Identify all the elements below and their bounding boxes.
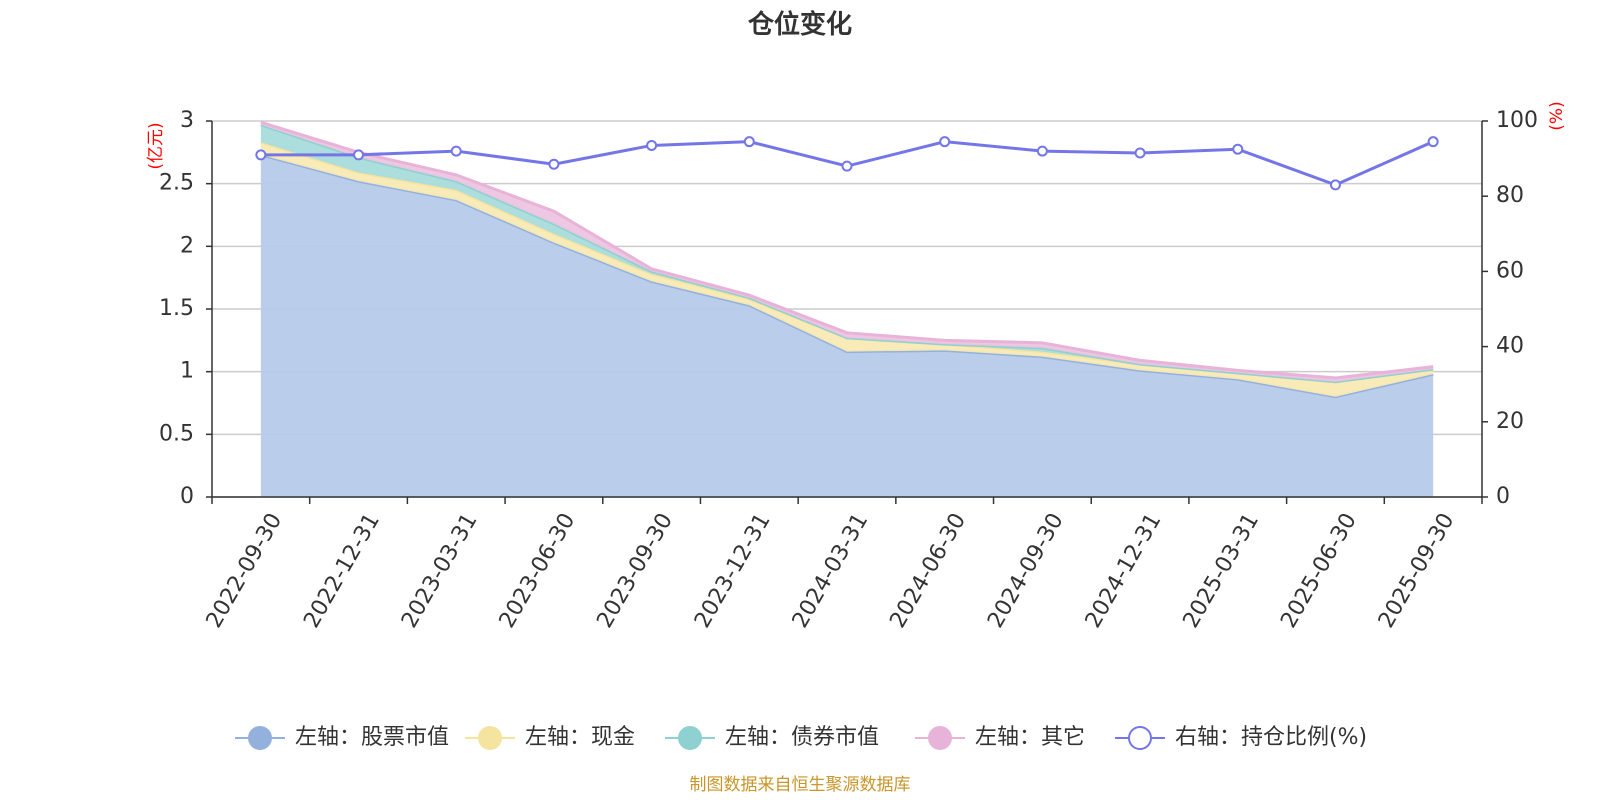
legend-item: 右轴：持仓比例(%) — [1115, 725, 1367, 750]
area-series-0 — [260, 154, 1434, 497]
ratio-point — [1329, 179, 1341, 191]
left-tick-label: 2.5 — [159, 171, 194, 196]
x-tick-label: 2022-09-30 — [202, 509, 288, 632]
legend-item: 左轴：债券市值 — [665, 725, 879, 750]
legend: 左轴：股票市值 左轴：现金 左轴：债券市值 左轴：其它 右轴：持仓比例(%) — [235, 725, 1367, 750]
legend-label: 右轴：持仓比例(%) — [1175, 725, 1367, 750]
ratio-point — [1427, 136, 1439, 148]
position-ratio-line — [255, 136, 1439, 191]
legend-circle-marker — [248, 726, 272, 750]
legend-label: 左轴：股票市值 — [295, 725, 449, 750]
x-tick-label: 2025-03-31 — [1179, 509, 1265, 632]
right-tick-label: 40 — [1496, 334, 1524, 359]
ratio-point — [1232, 143, 1244, 155]
legend-label: 左轴：其它 — [975, 725, 1085, 750]
legend-circle-marker — [928, 726, 952, 750]
x-tick-label: 2023-03-31 — [397, 509, 483, 632]
stacked-areas — [260, 120, 1434, 497]
ratio-point — [548, 158, 560, 170]
right-tick-label: 0 — [1496, 484, 1510, 509]
ratio-point — [353, 149, 365, 161]
legend-label: 左轴：现金 — [525, 725, 635, 750]
area-series-1 — [260, 142, 1434, 397]
ratio-point — [450, 145, 462, 157]
x-tick-label: 2023-09-30 — [592, 509, 678, 632]
legend-label: 左轴：债券市值 — [725, 725, 879, 750]
x-tick-label: 2025-09-30 — [1374, 509, 1460, 632]
x-tick-label: 2023-06-30 — [495, 509, 581, 632]
x-tick-label: 2025-06-30 — [1276, 509, 1362, 632]
data-source-note: 制图数据来自恒生聚源数据库 — [690, 775, 911, 795]
x-tick-label: 2024-06-30 — [885, 509, 971, 632]
legend-item: 左轴：其它 — [915, 725, 1085, 750]
right-axis-unit: (%) — [1547, 101, 1567, 130]
legend-circle-marker — [478, 726, 502, 750]
ratio-point — [841, 160, 853, 172]
right-tick-label: 20 — [1496, 409, 1524, 434]
ratio-point — [255, 149, 267, 161]
legend-item: 左轴：现金 — [465, 725, 635, 750]
ratio-point — [939, 136, 951, 148]
x-tick-label: 2024-12-31 — [1081, 509, 1167, 632]
x-tick-label: 2024-03-31 — [788, 509, 874, 632]
left-tick-label: 1.5 — [159, 296, 194, 321]
chart-title: 仓位变化 — [747, 9, 852, 40]
x-tick-label: 2023-12-31 — [690, 509, 776, 632]
legend-circle-marker — [678, 726, 702, 750]
ratio-point — [1036, 145, 1048, 157]
ratio-point — [646, 139, 658, 151]
left-tick-label: 3 — [180, 108, 194, 133]
ratio-point — [1134, 147, 1146, 159]
left-tick-label: 2 — [180, 233, 194, 258]
x-tick-label: 2022-12-31 — [299, 509, 385, 632]
right-tick-label: 100 — [1496, 108, 1538, 133]
legend-item: 左轴：股票市值 — [235, 725, 449, 750]
left-tick-label: 0.5 — [159, 421, 194, 446]
left-tick-label: 0 — [180, 484, 194, 509]
right-tick-label: 80 — [1496, 183, 1524, 208]
left-axis-unit: (亿元) — [146, 122, 166, 169]
right-tick-label: 60 — [1496, 258, 1524, 283]
x-tick-label: 2024-09-30 — [983, 509, 1069, 632]
area-edge-series-3 — [260, 120, 1434, 380]
legend-circle-marker — [1128, 726, 1152, 750]
ratio-point — [743, 136, 755, 148]
left-tick-label: 1 — [180, 359, 194, 384]
